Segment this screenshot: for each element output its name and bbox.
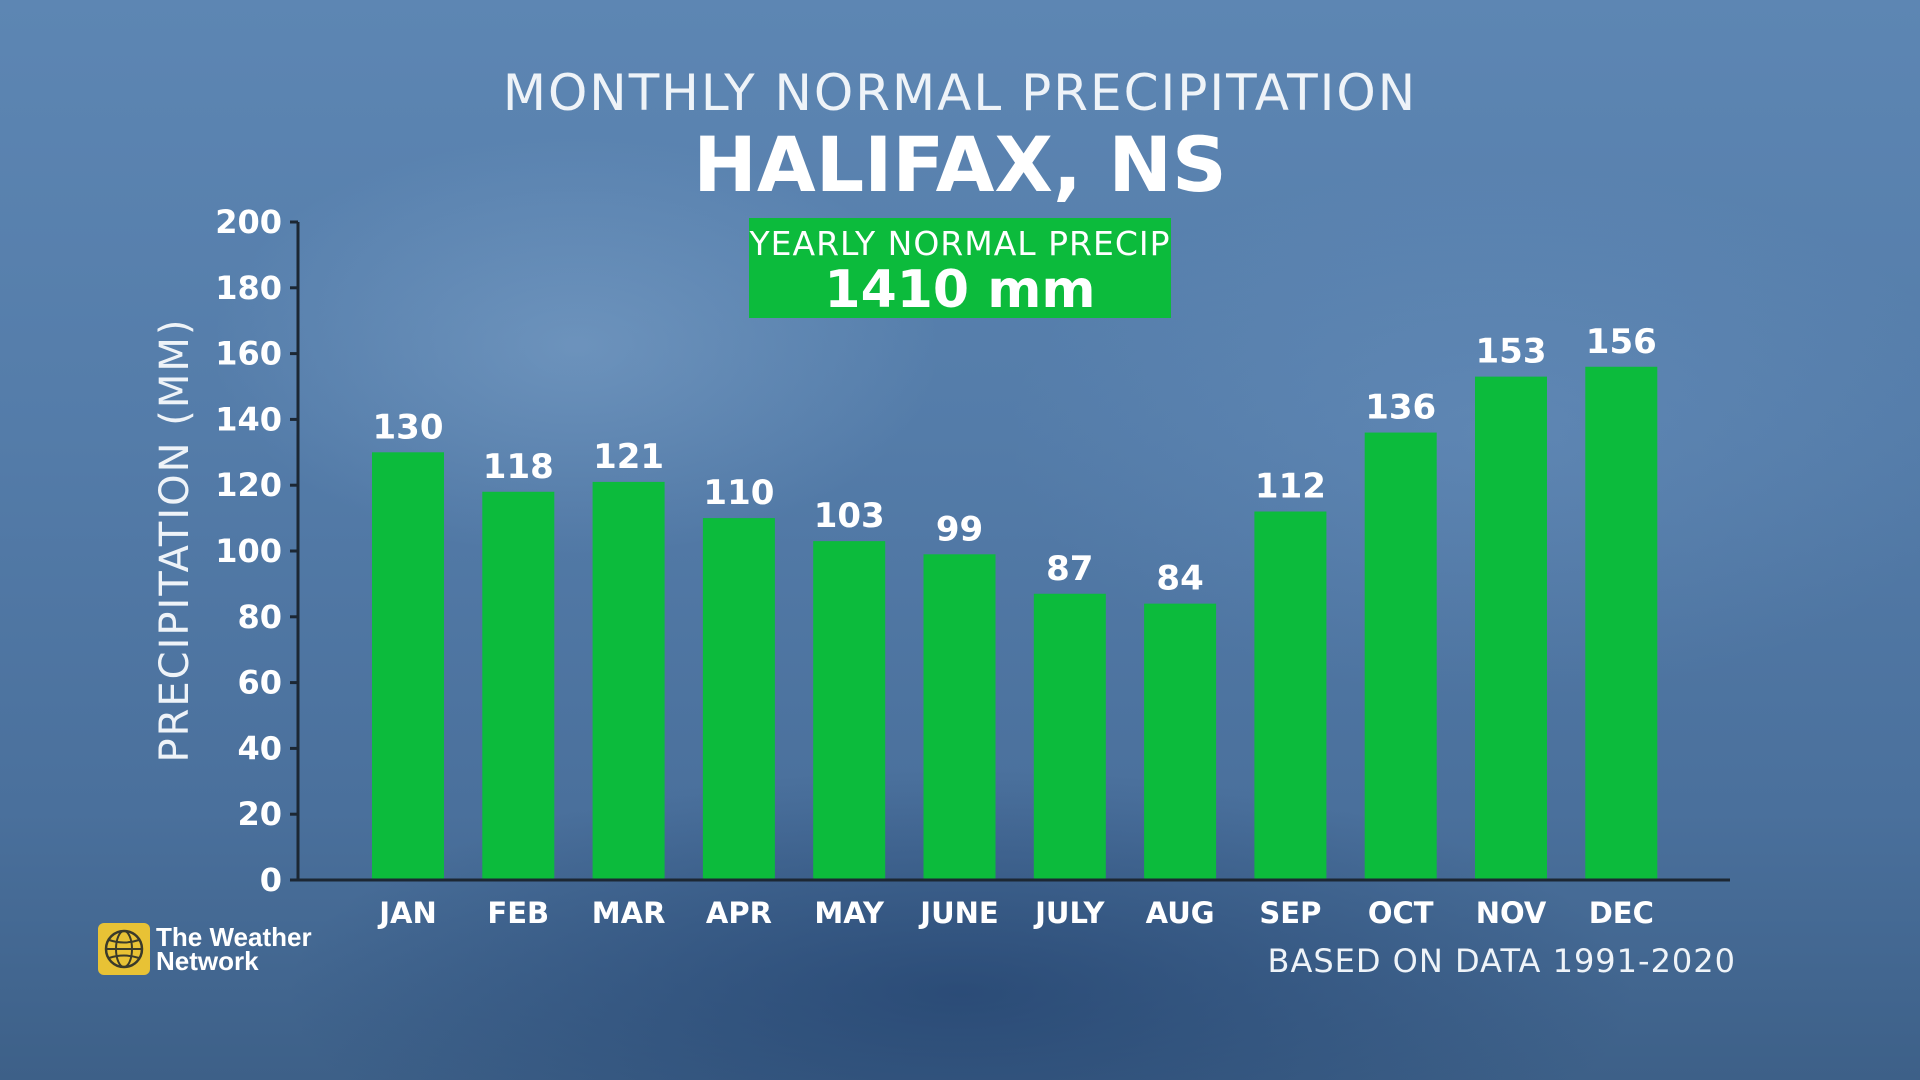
logo-line-1: The Weather [156, 922, 312, 952]
y-tick-label: 20 [237, 795, 282, 833]
weather-network-logo: The Weather Network [98, 922, 312, 976]
bar-value-label: 156 [1586, 322, 1657, 362]
bar [1033, 593, 1106, 879]
yearly-precip-badge: YEARLY NORMAL PRECIP 1410 mm [749, 218, 1171, 320]
bar-value-label: 118 [483, 447, 554, 487]
x-tick-label: FEB [487, 896, 549, 930]
y-tick-label: 200 [215, 203, 282, 241]
data-source-note: BASED ON DATA 1991-2020 [1267, 942, 1736, 980]
chart-subtitle: MONTHLY NORMAL PRECIPITATION [502, 64, 1418, 122]
bar-value-label: 121 [593, 437, 664, 477]
chart-title: HALIFAX, NS [693, 120, 1227, 209]
bar [1585, 366, 1658, 879]
bar [1144, 603, 1217, 879]
y-axis-label: PRECIPITATION (MM) [152, 317, 198, 762]
bar [372, 452, 444, 879]
bar-value-label: 99 [936, 509, 983, 549]
yearly-precip-label: YEARLY NORMAL PRECIP [749, 224, 1171, 263]
logo-line-2: Network [156, 946, 259, 976]
bar [702, 518, 775, 879]
bar-value-label: 136 [1365, 388, 1436, 428]
y-tick-label: 160 [215, 335, 282, 373]
x-tick-label: JUNE [918, 896, 998, 930]
y-tick-label: 60 [237, 664, 282, 702]
bar-value-label: 84 [1156, 559, 1203, 599]
x-tick-label: MAR [592, 896, 666, 930]
bar [1475, 376, 1547, 879]
y-tick-label: 40 [237, 729, 282, 767]
y-tick-label: 120 [215, 466, 282, 504]
bar-value-label: 112 [1255, 467, 1326, 507]
logo-text: The Weather Network [156, 922, 312, 976]
y-tick-label: 140 [215, 400, 282, 438]
x-tick-label: JAN [377, 896, 437, 930]
y-tick-label: 0 [260, 861, 282, 899]
bar-value-label: 103 [814, 496, 885, 536]
y-tick-label: 100 [215, 532, 282, 570]
bar [482, 491, 555, 879]
bar [923, 554, 996, 879]
bar [592, 481, 665, 879]
x-tick-label: AUG [1146, 896, 1215, 930]
yearly-precip-value: 1410 mm [824, 260, 1096, 320]
bar [1364, 432, 1437, 879]
y-tick-label: 80 [237, 598, 282, 636]
globe-icon [98, 923, 150, 975]
x-tick-label: APR [706, 896, 772, 930]
bar-value-label: 87 [1046, 549, 1093, 589]
bar [1254, 511, 1327, 879]
bar-value-label: 130 [373, 407, 444, 447]
x-tick-label: JULY [1033, 896, 1105, 930]
x-tick-label: OCT [1368, 896, 1434, 930]
bar-value-label: 153 [1476, 332, 1547, 372]
bar-value-label: 110 [703, 473, 774, 513]
x-tick-label: DEC [1589, 896, 1654, 930]
y-tick-label: 180 [215, 269, 282, 307]
x-tick-label: NOV [1476, 896, 1547, 930]
bar [813, 541, 886, 879]
x-tick-label: SEP [1259, 896, 1321, 930]
x-tick-label: MAY [814, 896, 885, 930]
